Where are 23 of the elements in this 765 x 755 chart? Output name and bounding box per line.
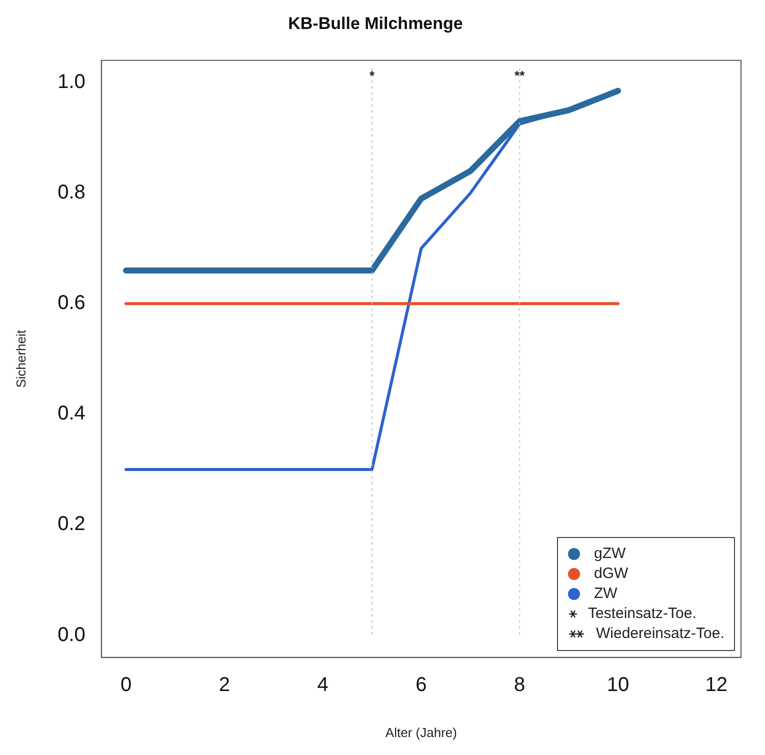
x-tick-label: 2: [218, 674, 230, 696]
y-tick-label: 1.0: [58, 71, 86, 94]
x-tick-label: 10: [606, 674, 630, 696]
y-tick-label: 0.6: [58, 292, 86, 314]
x-tick-label: 8: [514, 674, 526, 696]
ref-line-label: *: [369, 68, 376, 83]
y-axis-title: Sicherheit: [13, 330, 28, 388]
y-tick-label: 0.8: [58, 182, 86, 204]
y-tick-label: 0.4: [58, 402, 86, 425]
ref-line-label: **: [514, 68, 526, 83]
legend-label: gZW: [594, 544, 626, 564]
y-tick-label: 0.0: [58, 624, 86, 646]
x-tick-label: 6: [416, 674, 427, 696]
legend-label: ZW: [594, 584, 618, 604]
legend-label: dGW: [594, 564, 628, 584]
x-tick-label: 4: [317, 674, 328, 696]
x-axis-title: Alter (Jahre): [385, 724, 457, 740]
x-tick-label: 12: [705, 674, 728, 696]
x-tick-label: 0: [120, 674, 132, 696]
annotation: Testeinsatz-Toe.: [588, 604, 696, 624]
y-tick-label: 0.2: [58, 513, 86, 536]
annotation: Wiedereinsatz-Toe.: [596, 624, 724, 644]
chart-title: KB-Bulle Milchmenge: [288, 14, 463, 33]
